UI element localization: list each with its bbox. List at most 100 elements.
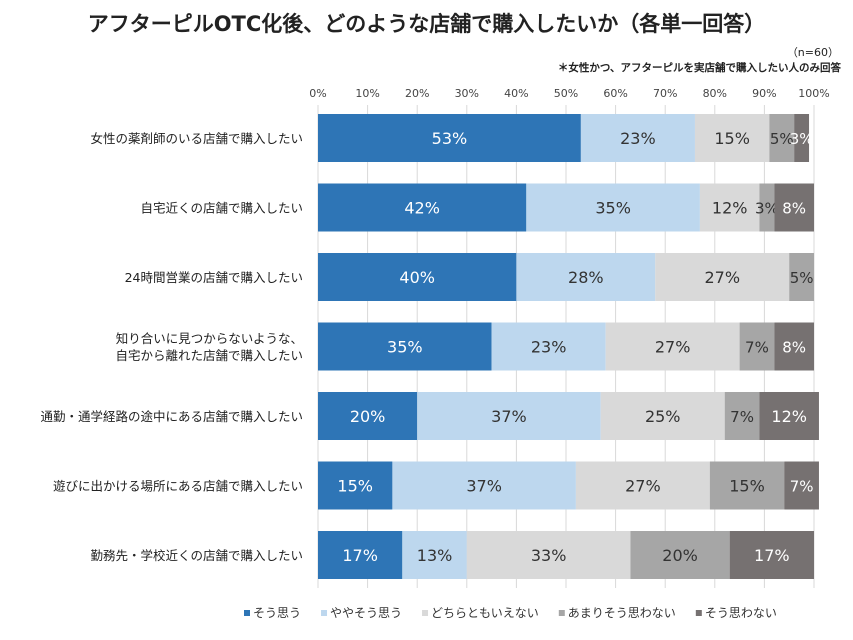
data-label: 5%: [770, 130, 794, 148]
category-label: 通勤・通学経路の途中にある店舗で購入したい: [40, 409, 303, 424]
bar-segment: [724, 392, 760, 440]
x-tick-label: 50%: [554, 87, 578, 100]
x-tick-label: 0%: [309, 87, 326, 100]
bar-segment: [318, 253, 517, 301]
legend-label: ややそう思う: [330, 606, 402, 620]
data-label: 28%: [568, 268, 604, 287]
x-tick-label: 80%: [703, 87, 727, 100]
bar-segment: [491, 322, 606, 371]
x-tick-label: 70%: [653, 87, 677, 100]
x-tick-label: 20%: [405, 87, 429, 100]
bar-segment: [516, 253, 656, 301]
bar-segment: [759, 392, 819, 440]
bar-segment: [417, 392, 601, 440]
data-label: 13%: [417, 546, 453, 565]
data-label: 42%: [404, 199, 440, 218]
category-label: 知り合いに見つからないような、: [116, 331, 303, 346]
bar-segment: [789, 253, 814, 301]
bar-segment: [318, 114, 581, 162]
bar-segment: [318, 183, 527, 232]
legend-swatch: [321, 610, 328, 616]
data-label: 40%: [399, 268, 435, 287]
legend-swatch: [422, 610, 429, 616]
bar-segment: [655, 253, 790, 301]
data-label: 17%: [754, 546, 790, 565]
category-label: 勤務先・学校近くの店舗で購入したい: [90, 548, 303, 563]
x-tick-label: 10%: [355, 87, 379, 100]
data-label: 23%: [620, 129, 656, 148]
legend-label: あまりそう思わない: [568, 606, 676, 620]
x-tick-label: 40%: [504, 87, 528, 100]
data-label: 27%: [704, 268, 740, 287]
bar-segment: [605, 322, 740, 371]
data-label: 12%: [771, 407, 807, 426]
legend-swatch: [695, 610, 702, 616]
data-label: 35%: [387, 338, 423, 357]
data-label: 20%: [662, 546, 698, 565]
data-label: 27%: [625, 477, 661, 496]
bar-segment: [739, 322, 775, 371]
bar-segment: [526, 183, 700, 232]
legend-label: そう思う: [253, 606, 301, 620]
bar-segment: [575, 461, 710, 510]
x-tick-label: 90%: [752, 87, 776, 100]
data-label: 5%: [790, 269, 814, 287]
bar-segment: [318, 531, 403, 579]
legend-label: どちらともいえない: [431, 606, 539, 620]
data-label: 23%: [531, 338, 567, 357]
bar-segment: [759, 183, 775, 232]
data-label: 53%: [432, 129, 468, 148]
legend-label: そう思わない: [705, 606, 777, 620]
bar-segment: [318, 322, 492, 371]
bar-segment: [318, 392, 418, 440]
data-label: 37%: [491, 407, 527, 426]
data-label: 3%: [755, 200, 779, 218]
bar-segment: [794, 114, 810, 162]
data-label: 25%: [645, 407, 681, 426]
bar-segment: [709, 461, 785, 510]
legend-swatch: [244, 610, 250, 616]
data-label: 20%: [350, 407, 386, 426]
data-label: 17%: [342, 546, 378, 565]
data-label: 27%: [655, 338, 691, 357]
bar-segment: [699, 183, 760, 232]
data-label: 15%: [337, 477, 373, 496]
bar-segment: [729, 531, 814, 579]
data-label: 3%: [790, 130, 814, 148]
data-label: 33%: [531, 546, 567, 565]
category-label: 遊びに出かける場所にある店舗で購入したい: [53, 479, 303, 494]
legend-swatch: [558, 610, 565, 616]
x-tick-label: 100%: [798, 87, 829, 100]
data-label: 8%: [782, 339, 806, 357]
data-label: 7%: [745, 339, 769, 357]
data-label: 35%: [595, 199, 631, 218]
bar-segment: [630, 531, 730, 579]
bar-segment: [774, 322, 814, 371]
category-label: 24時間営業の店舗で購入したい: [125, 270, 303, 285]
bar-segment: [402, 531, 467, 579]
bar-segment: [318, 461, 393, 510]
bar-segment: [392, 461, 576, 510]
x-tick-label: 30%: [455, 87, 479, 100]
bar-segment: [769, 114, 795, 162]
data-label: 7%: [790, 478, 814, 496]
bar-segment: [774, 183, 814, 232]
bar-segment: [694, 114, 770, 162]
bar-segment: [580, 114, 695, 162]
category-label: 女性の薬剤師のいる店舗で購入したい: [90, 131, 303, 146]
bar-segment: [784, 461, 819, 510]
data-label: 15%: [729, 477, 765, 496]
data-label: 15%: [714, 129, 750, 148]
chart-note: ＊女性かつ、アフターピルを実店舗で購入したい人のみ回答: [557, 62, 841, 74]
chart-title: アフターピルOTC化後、どのような店舗で購入したいか（各単一回答）: [87, 12, 766, 36]
bar-segment: [466, 531, 631, 579]
x-tick-label: 60%: [603, 87, 627, 100]
sample-size: （n=60）: [786, 46, 839, 59]
bar-segment: [600, 392, 725, 440]
data-label: 7%: [730, 408, 754, 426]
data-label: 37%: [466, 477, 502, 496]
data-label: 8%: [782, 200, 806, 218]
data-label: 12%: [712, 199, 748, 218]
category-label: 自宅近くの店舗で購入したい: [140, 201, 303, 216]
